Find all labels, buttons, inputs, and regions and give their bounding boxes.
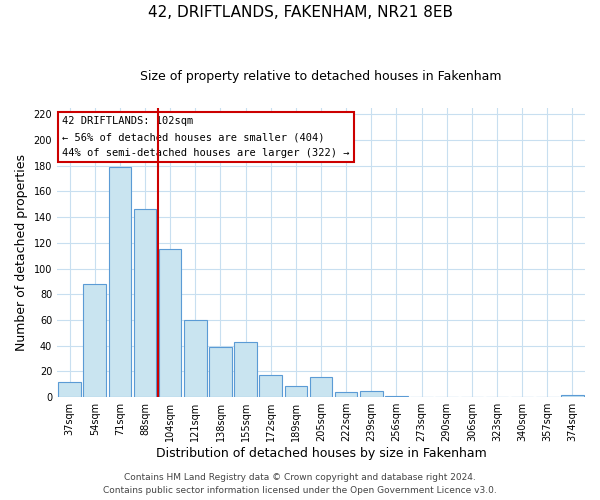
Bar <box>561 394 584 397</box>
Bar <box>184 320 206 397</box>
Bar <box>234 342 257 397</box>
Bar <box>134 210 157 397</box>
Bar <box>284 386 307 397</box>
Bar <box>259 375 282 397</box>
X-axis label: Distribution of detached houses by size in Fakenham: Distribution of detached houses by size … <box>155 447 487 460</box>
Bar <box>360 390 383 397</box>
Text: 42 DRIFTLANDS: 102sqm
← 56% of detached houses are smaller (404)
44% of semi-det: 42 DRIFTLANDS: 102sqm ← 56% of detached … <box>62 116 350 158</box>
Bar <box>209 347 232 397</box>
Bar <box>58 382 81 397</box>
Text: Contains HM Land Registry data © Crown copyright and database right 2024.
Contai: Contains HM Land Registry data © Crown c… <box>103 474 497 495</box>
Y-axis label: Number of detached properties: Number of detached properties <box>15 154 28 351</box>
Bar <box>83 284 106 397</box>
Bar <box>159 249 181 397</box>
Title: Size of property relative to detached houses in Fakenham: Size of property relative to detached ho… <box>140 70 502 83</box>
Bar <box>109 167 131 397</box>
Text: 42, DRIFTLANDS, FAKENHAM, NR21 8EB: 42, DRIFTLANDS, FAKENHAM, NR21 8EB <box>148 5 452 20</box>
Bar <box>385 396 408 397</box>
Bar <box>335 392 358 397</box>
Bar <box>310 376 332 397</box>
